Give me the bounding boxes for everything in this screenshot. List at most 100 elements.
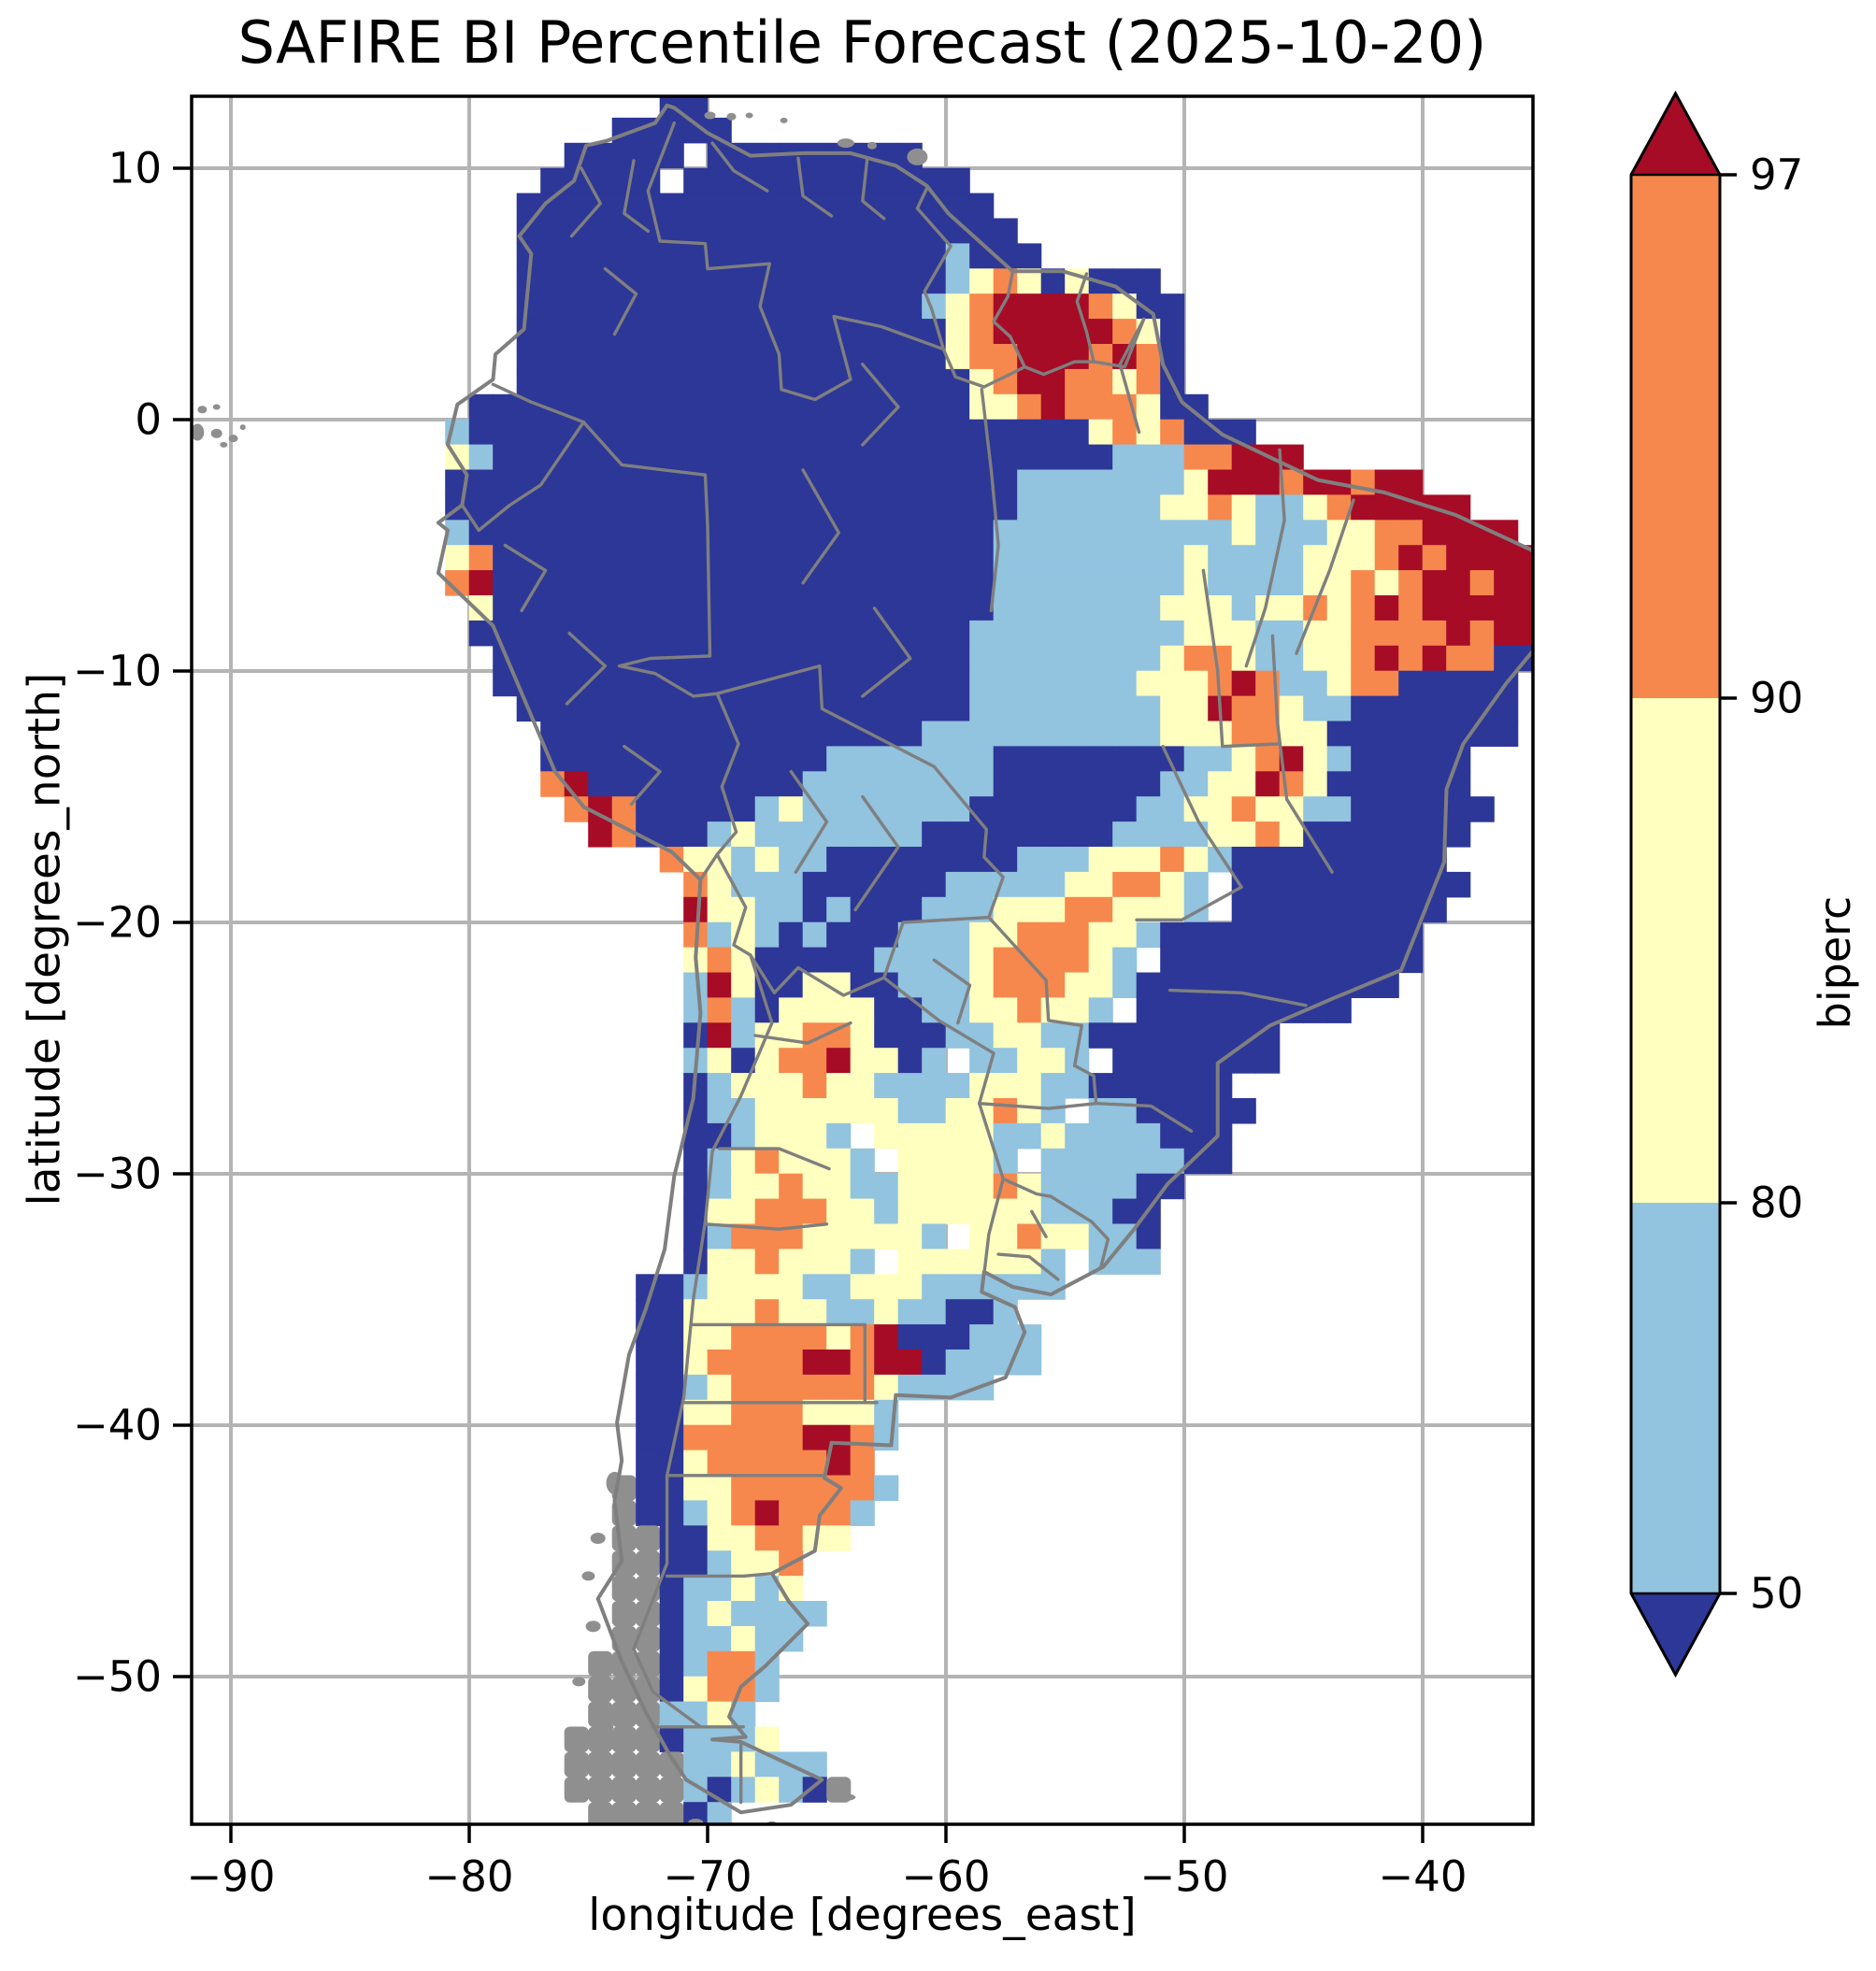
raster-cell	[897, 972, 923, 998]
raster-cell	[731, 1173, 756, 1200]
border-line	[853, 794, 900, 912]
raster-cell	[897, 494, 923, 521]
raster-cell	[1017, 645, 1042, 672]
raster-cell	[1112, 545, 1138, 571]
raster-cell	[897, 1249, 923, 1275]
raster-cell	[1136, 494, 1161, 521]
raster-cell	[516, 419, 541, 446]
raster-cell	[588, 1650, 613, 1678]
raster-cell	[850, 1148, 875, 1175]
raster-cell	[826, 167, 852, 194]
raster-cell	[707, 1374, 732, 1401]
raster-cell	[683, 520, 709, 546]
raster-cell	[493, 520, 518, 546]
raster-cell	[802, 1324, 827, 1350]
raster-cell	[1160, 620, 1185, 647]
raster-cell	[779, 520, 804, 546]
raster-cell	[969, 1198, 995, 1225]
raster-cell	[1208, 921, 1233, 949]
island	[212, 404, 221, 410]
raster-cell	[826, 393, 852, 421]
raster-cell	[707, 344, 732, 370]
raster-cell	[1446, 695, 1471, 722]
raster-cell	[1326, 997, 1352, 1023]
raster-cell	[969, 796, 995, 822]
raster-cell	[1208, 1022, 1233, 1049]
raster-cell	[1136, 1022, 1161, 1049]
raster-cell	[516, 520, 541, 546]
raster-cell	[683, 1500, 709, 1526]
raster-cell	[1351, 670, 1376, 697]
raster-cell	[707, 1350, 732, 1376]
raster-cell	[1040, 645, 1066, 672]
raster-cell	[1136, 545, 1161, 571]
raster-cell	[969, 1249, 995, 1275]
raster-cell	[1112, 721, 1138, 747]
raster-cell	[564, 469, 589, 495]
raster-cell	[779, 1073, 804, 1099]
raster-cell	[1398, 520, 1424, 546]
raster-cell	[1374, 821, 1399, 848]
raster-cell	[1136, 695, 1161, 722]
border-line	[503, 543, 548, 613]
raster-cell	[659, 721, 684, 747]
raster-cell	[1374, 545, 1399, 571]
raster-cell	[1040, 1148, 1066, 1175]
raster-cell	[897, 1350, 923, 1376]
raster-cell	[731, 1122, 756, 1150]
raster-cell	[897, 1073, 923, 1099]
raster-cell	[707, 167, 732, 194]
raster-cell	[1017, 695, 1042, 722]
raster-cell	[1088, 921, 1113, 949]
raster-cell	[1351, 771, 1376, 797]
raster-cell	[707, 620, 732, 647]
raster-cell	[779, 1122, 804, 1150]
raster-cell	[683, 218, 709, 244]
raster-cell	[1351, 796, 1376, 822]
raster-cell	[1422, 721, 1447, 747]
raster-cell	[1541, 621, 1566, 647]
raster-cell	[1160, 1122, 1185, 1150]
raster-cell	[611, 1676, 637, 1703]
raster-cell	[874, 570, 899, 596]
raster-cell	[1255, 645, 1281, 672]
raster-cell	[850, 746, 875, 772]
border-line	[581, 421, 712, 658]
raster-cell	[1183, 746, 1209, 772]
raster-cell	[1040, 771, 1066, 797]
raster-cell	[754, 1424, 780, 1451]
raster-cell	[1065, 1148, 1090, 1175]
raster-cell	[683, 167, 709, 194]
raster-cell	[1088, 520, 1113, 546]
raster-cell	[683, 1022, 709, 1049]
raster-cell	[969, 947, 995, 974]
raster-cell	[1183, 1022, 1209, 1049]
raster-cell	[850, 771, 875, 797]
raster-cell	[826, 1048, 852, 1074]
raster-cell	[1088, 368, 1113, 395]
raster-cell	[1398, 896, 1424, 923]
raster-cell	[1112, 972, 1138, 998]
raster-cell	[754, 896, 780, 923]
raster-cell	[707, 444, 732, 471]
raster-cell	[1065, 444, 1090, 471]
raster-cell	[707, 1450, 732, 1477]
raster-cell	[754, 1525, 780, 1551]
island	[585, 1621, 601, 1633]
raster-cell	[826, 670, 852, 697]
raster-cell	[1136, 972, 1161, 998]
raster-cell	[922, 520, 947, 546]
raster-cell	[707, 419, 732, 446]
border-line	[753, 1021, 852, 1045]
raster-cell	[826, 645, 852, 672]
raster-cell	[1017, 319, 1042, 345]
raster-cell	[731, 1777, 756, 1803]
raster-cell	[779, 419, 804, 446]
raster-cell	[850, 1274, 875, 1300]
raster-cell	[1351, 871, 1376, 898]
raster-cell	[993, 570, 1018, 596]
raster-cell	[779, 1500, 804, 1526]
raster-cell	[731, 1098, 756, 1124]
raster-cell	[1088, 670, 1113, 697]
raster-cell	[1088, 1022, 1113, 1049]
